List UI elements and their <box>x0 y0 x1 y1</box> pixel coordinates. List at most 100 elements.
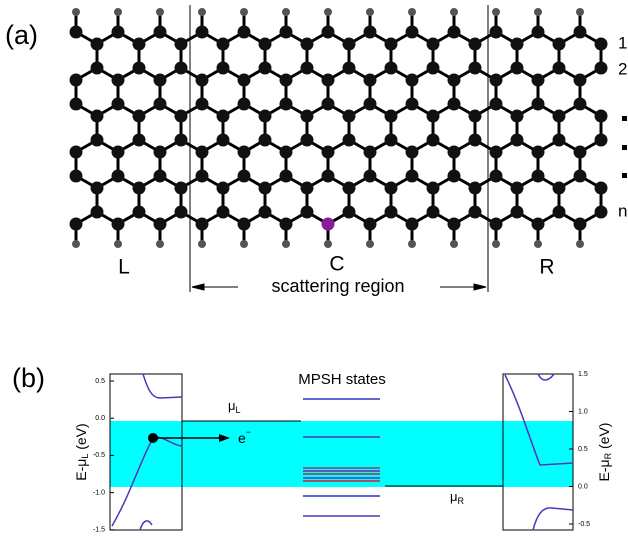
carbon-atom <box>343 182 356 195</box>
carbon-atom <box>301 206 314 219</box>
tick-label: 0.5 <box>578 446 588 453</box>
carbon-atom <box>490 74 503 87</box>
carbon-atom <box>574 218 587 231</box>
tick-label: 0.0 <box>95 415 105 422</box>
carbon-atom <box>406 218 419 231</box>
carbon-atom <box>154 74 167 87</box>
carbon-atom <box>175 206 188 219</box>
carbon-atom <box>343 134 356 147</box>
carbon-atom <box>196 146 209 159</box>
carbon-atom <box>364 26 377 39</box>
row-label: n <box>618 201 627 220</box>
carbon-atom <box>112 74 125 87</box>
carbon-atom <box>175 62 188 75</box>
carbon-atom <box>343 110 356 123</box>
tick-label: -0.5 <box>93 452 105 459</box>
carbon-atom <box>112 98 125 111</box>
carbon-atom <box>595 62 608 75</box>
carbon-atom <box>448 218 461 231</box>
bias-window <box>110 421 573 487</box>
carbon-atom <box>553 206 566 219</box>
carbon-atom <box>301 62 314 75</box>
panel-label: (a) <box>5 20 38 50</box>
carbon-atom <box>532 146 545 159</box>
mu-right: μR <box>450 489 465 506</box>
carbon-atom <box>448 74 461 87</box>
hydrogen-atom <box>324 240 332 248</box>
carbon-atom <box>532 170 545 183</box>
carbon-atom <box>112 218 125 231</box>
carbon-atom <box>133 62 146 75</box>
carbon-atom <box>532 74 545 87</box>
carbon-atom <box>154 26 167 39</box>
carbon-atom <box>322 146 335 159</box>
carbon-atom <box>385 110 398 123</box>
carbon-atom <box>364 170 377 183</box>
left-axis: 0.50.0-0.5-1.0-1.5 <box>93 378 114 534</box>
carbon-atom <box>238 98 251 111</box>
carbon-atom <box>91 134 104 147</box>
carbon-atom <box>154 98 167 111</box>
carbon-atom <box>154 218 167 231</box>
carbon-atom <box>427 182 440 195</box>
carbon-atom <box>469 38 482 51</box>
hydrogen-atom <box>450 240 458 248</box>
carbon-atom <box>217 38 230 51</box>
carbon-atom <box>238 26 251 39</box>
carbon-atom <box>196 170 209 183</box>
carbon-atom <box>91 110 104 123</box>
carbon-atom <box>259 38 272 51</box>
hydrogen-atom <box>156 240 164 248</box>
carbon-atom <box>574 26 587 39</box>
hydrogen-atom <box>492 240 500 248</box>
hydrogen-atom <box>534 240 542 248</box>
carbon-atom <box>364 146 377 159</box>
carbon-atom <box>91 182 104 195</box>
carbon-atom <box>511 134 524 147</box>
carbon-atom <box>217 182 230 195</box>
carbon-atom <box>511 38 524 51</box>
carbon-atom <box>574 146 587 159</box>
carbon-atom <box>490 146 503 159</box>
region-label: L <box>118 256 130 279</box>
carbon-atom <box>259 62 272 75</box>
carbon-atom <box>427 134 440 147</box>
panel-label: (b) <box>12 363 45 393</box>
carbon-atom <box>385 182 398 195</box>
hydrogen-atom <box>72 240 80 248</box>
hydrogen-atom <box>534 8 542 16</box>
hydrogen-atom <box>198 8 206 16</box>
carbon-atom <box>112 146 125 159</box>
carbon-atom <box>70 218 83 231</box>
carbon-atom <box>574 170 587 183</box>
carbon-atom <box>112 26 125 39</box>
carbon-atom <box>532 218 545 231</box>
carbon-atom <box>238 170 251 183</box>
carbon-atom <box>532 26 545 39</box>
tick-label: -1.5 <box>93 527 105 534</box>
carbon-atom <box>427 110 440 123</box>
hydrogen-atom <box>282 8 290 16</box>
carbon-atom <box>574 98 587 111</box>
carbon-atom <box>217 110 230 123</box>
carbon-atom <box>133 38 146 51</box>
carbon-atom <box>469 62 482 75</box>
carbon-atom <box>238 74 251 87</box>
region-label: C <box>329 253 344 276</box>
carbon-atom <box>448 98 461 111</box>
carbon-atom <box>553 38 566 51</box>
tick-label: 1.0 <box>578 408 588 415</box>
carbon-atom <box>343 38 356 51</box>
carbon-atom <box>196 98 209 111</box>
carbon-atom <box>448 170 461 183</box>
carbon-atom <box>238 146 251 159</box>
carbon-atom <box>280 218 293 231</box>
carbon-atom <box>70 170 83 183</box>
carbon-atom <box>259 134 272 147</box>
carbon-atom <box>133 182 146 195</box>
carbon-atom <box>280 74 293 87</box>
carbon-atom <box>259 110 272 123</box>
carbon-atom <box>532 98 545 111</box>
carbon-atom <box>91 62 104 75</box>
carbon-atom <box>574 74 587 87</box>
